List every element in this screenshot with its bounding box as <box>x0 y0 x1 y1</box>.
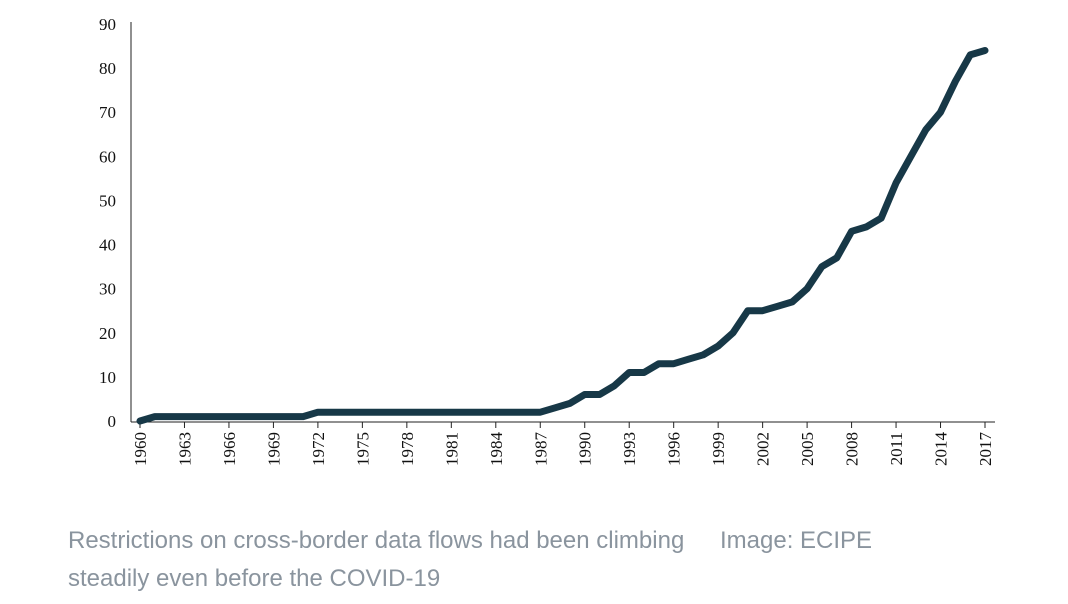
line-chart: 0 10 20 30 40 50 60 70 80 90 1960 1963 1966 1969 1972… <box>99 15 995 466</box>
figure-caption: Restrictions on cross-border data flows … <box>68 527 685 592</box>
x-tick-label: 1972 <box>309 432 328 466</box>
x-tick-label: 1969 <box>264 432 283 466</box>
y-tick-label: 90 <box>99 15 116 34</box>
y-tick-label: 80 <box>99 59 116 78</box>
series-line <box>136 47 989 425</box>
x-tick-label: 1999 <box>709 432 728 466</box>
y-axis-ticks: 0 10 20 30 40 50 60 70 80 90 <box>99 15 116 431</box>
x-tick-label: 2008 <box>843 432 862 466</box>
x-tick-label: 1966 <box>220 432 239 466</box>
x-tick-label: 1987 <box>531 432 550 467</box>
x-tick-label: 1981 <box>442 432 461 466</box>
x-tick-label: 1996 <box>665 432 684 466</box>
y-tick-label: 50 <box>99 191 116 210</box>
x-tick-label: 1978 <box>398 432 417 466</box>
x-tick-label: 2005 <box>798 432 817 466</box>
x-tick-label: 1960 <box>131 432 150 466</box>
x-tick-label: 2014 <box>932 432 951 467</box>
y-tick-label: 60 <box>99 147 116 166</box>
y-tick-label: 20 <box>99 324 116 343</box>
x-tick-label: 1975 <box>353 432 372 466</box>
y-tick-label: 10 <box>99 368 116 387</box>
y-tick-label: 30 <box>99 280 116 299</box>
image-credit: Image: ECIPE <box>720 527 873 554</box>
x-tick-label: 2017 <box>976 432 995 467</box>
x-tick-label: 1990 <box>576 432 595 466</box>
y-tick-label: 40 <box>99 236 116 255</box>
x-axis-ticks: 1960 1963 1966 1969 1972 1975 1978 1981 1984 1987… <box>131 422 995 466</box>
x-tick-label: 2011 <box>887 432 906 465</box>
x-tick-label: 1984 <box>487 432 506 467</box>
y-tick-label: 70 <box>99 103 116 122</box>
x-tick-label: 1963 <box>175 432 194 466</box>
x-tick-label: 2002 <box>754 432 773 466</box>
y-tick-label: 0 <box>108 412 117 431</box>
x-tick-label: 1993 <box>620 432 639 466</box>
